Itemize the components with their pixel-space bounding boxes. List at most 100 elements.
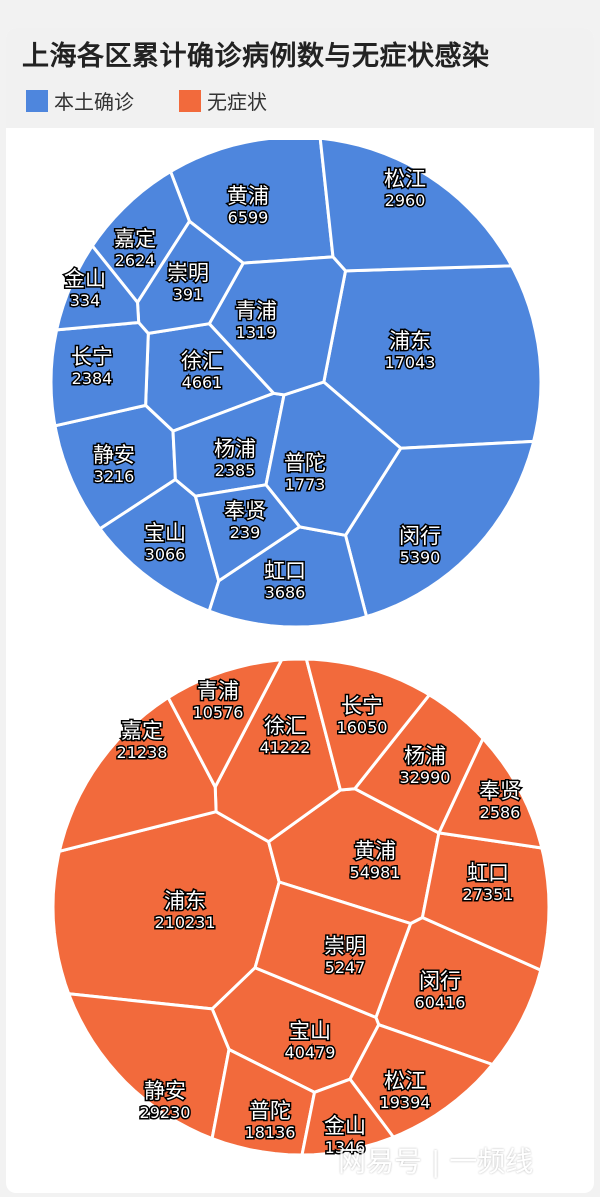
district-name-label: 普陀 — [249, 1099, 291, 1123]
district-cell-shape[interactable] — [300, 1077, 395, 1157]
district-name-label: 金山 — [324, 1114, 366, 1138]
district-cell-shape[interactable] — [437, 737, 544, 850]
district-cell-shape[interactable] — [207, 255, 347, 397]
asymptomatic-voronoi-chart: 浦东210231闵行60416黄浦54981徐汇41222宝山40479杨浦32… — [51, 660, 551, 1159]
district-value-label: 334 — [70, 291, 101, 310]
district-value-label: 1773 — [285, 475, 326, 494]
district-name-label: 静安 — [144, 1079, 186, 1103]
district-name-label: 闵行 — [399, 524, 441, 548]
legend-label-confirmed: 本土确诊 — [54, 90, 134, 114]
district-value-label: 2384 — [72, 369, 113, 388]
district-name-label: 松江 — [384, 1069, 426, 1093]
district-name-label: 松江 — [384, 167, 426, 191]
district-value-label: 4661 — [182, 373, 223, 392]
district-name-label: 崇明 — [167, 261, 209, 285]
district-cell-shape[interactable] — [353, 693, 485, 835]
district-cell-shape[interactable] — [193, 483, 302, 583]
district-name-label: 青浦 — [235, 299, 277, 323]
chart-header: 上海各区累计确诊病例数与无症状感染 本土确诊 无症状 — [6, 28, 594, 128]
district-cell-shape[interactable] — [55, 244, 141, 332]
district-value-label: 3216 — [94, 467, 135, 486]
district-value-label: 239 — [230, 523, 261, 542]
district-name-label: 黄浦 — [227, 184, 269, 208]
district-name-label: 嘉定 — [121, 719, 163, 743]
district-value-label: 3066 — [145, 545, 186, 564]
district-value-label: 1346 — [325, 1138, 366, 1157]
district-name-label: 杨浦 — [404, 744, 446, 768]
district-value-label: 16050 — [337, 718, 388, 737]
district-name-label: 普陀 — [284, 451, 326, 475]
district-cell-shape[interactable] — [210, 1048, 316, 1157]
legend-item-confirmed[interactable]: 本土确诊 — [26, 86, 134, 115]
district-cell-shape[interactable] — [322, 264, 543, 450]
district-value-label: 5390 — [400, 548, 441, 567]
district-cell-shape[interactable] — [318, 140, 514, 273]
district-name-label: 长宁 — [71, 345, 113, 369]
district-name-label: 崇明 — [324, 934, 366, 958]
district-name-label: 静安 — [93, 443, 135, 467]
district-cell-shape[interactable] — [67, 992, 231, 1140]
district-name-label: 黄浦 — [354, 839, 396, 863]
district-name-label: 浦东 — [389, 329, 431, 353]
district-name-label: 虹口 — [467, 861, 509, 885]
district-value-label: 2385 — [215, 461, 256, 480]
district-name-label: 宝山 — [144, 521, 186, 545]
district-cell-shape[interactable] — [166, 660, 284, 789]
district-value-label: 10576 — [193, 703, 244, 722]
district-value-label: 21238 — [117, 743, 168, 762]
district-name-label: 长宁 — [341, 694, 383, 718]
district-cell-shape[interactable] — [305, 660, 431, 792]
district-value-label: 17043 — [385, 353, 436, 372]
district-value-label: 19394 — [380, 1093, 431, 1112]
district-value-label: 210231 — [154, 913, 215, 932]
district-value-label: 40479 — [285, 1043, 336, 1062]
chart-title: 上海各区累计确诊病例数与无症状感染 — [22, 41, 490, 72]
district-value-label: 2624 — [115, 251, 156, 270]
district-value-label: 18136 — [245, 1123, 296, 1142]
legend-item-asymptomatic[interactable]: 无症状 — [179, 86, 267, 115]
district-name-label: 嘉定 — [114, 227, 156, 251]
district-name-label: 杨浦 — [214, 437, 256, 461]
legend-swatch-confirmed — [26, 89, 48, 112]
district-cell-shape[interactable] — [344, 439, 536, 618]
district-name-label: 宝山 — [289, 1019, 331, 1043]
district-name-label: 闵行 — [419, 969, 461, 993]
district-value-label: 5247 — [325, 958, 366, 977]
district-value-label: 1319 — [236, 323, 277, 342]
district-value-label: 2960 — [385, 191, 426, 210]
district-cell-shape[interactable] — [253, 880, 413, 1019]
district-name-label: 虹口 — [264, 559, 306, 583]
district-name-label: 徐汇 — [264, 714, 306, 738]
watermark: 网易号 | 一频线 — [338, 1145, 534, 1178]
district-value-label: 27351 — [463, 885, 514, 904]
district-name-label: 青浦 — [197, 679, 239, 703]
district-value-label: 3686 — [265, 583, 306, 602]
